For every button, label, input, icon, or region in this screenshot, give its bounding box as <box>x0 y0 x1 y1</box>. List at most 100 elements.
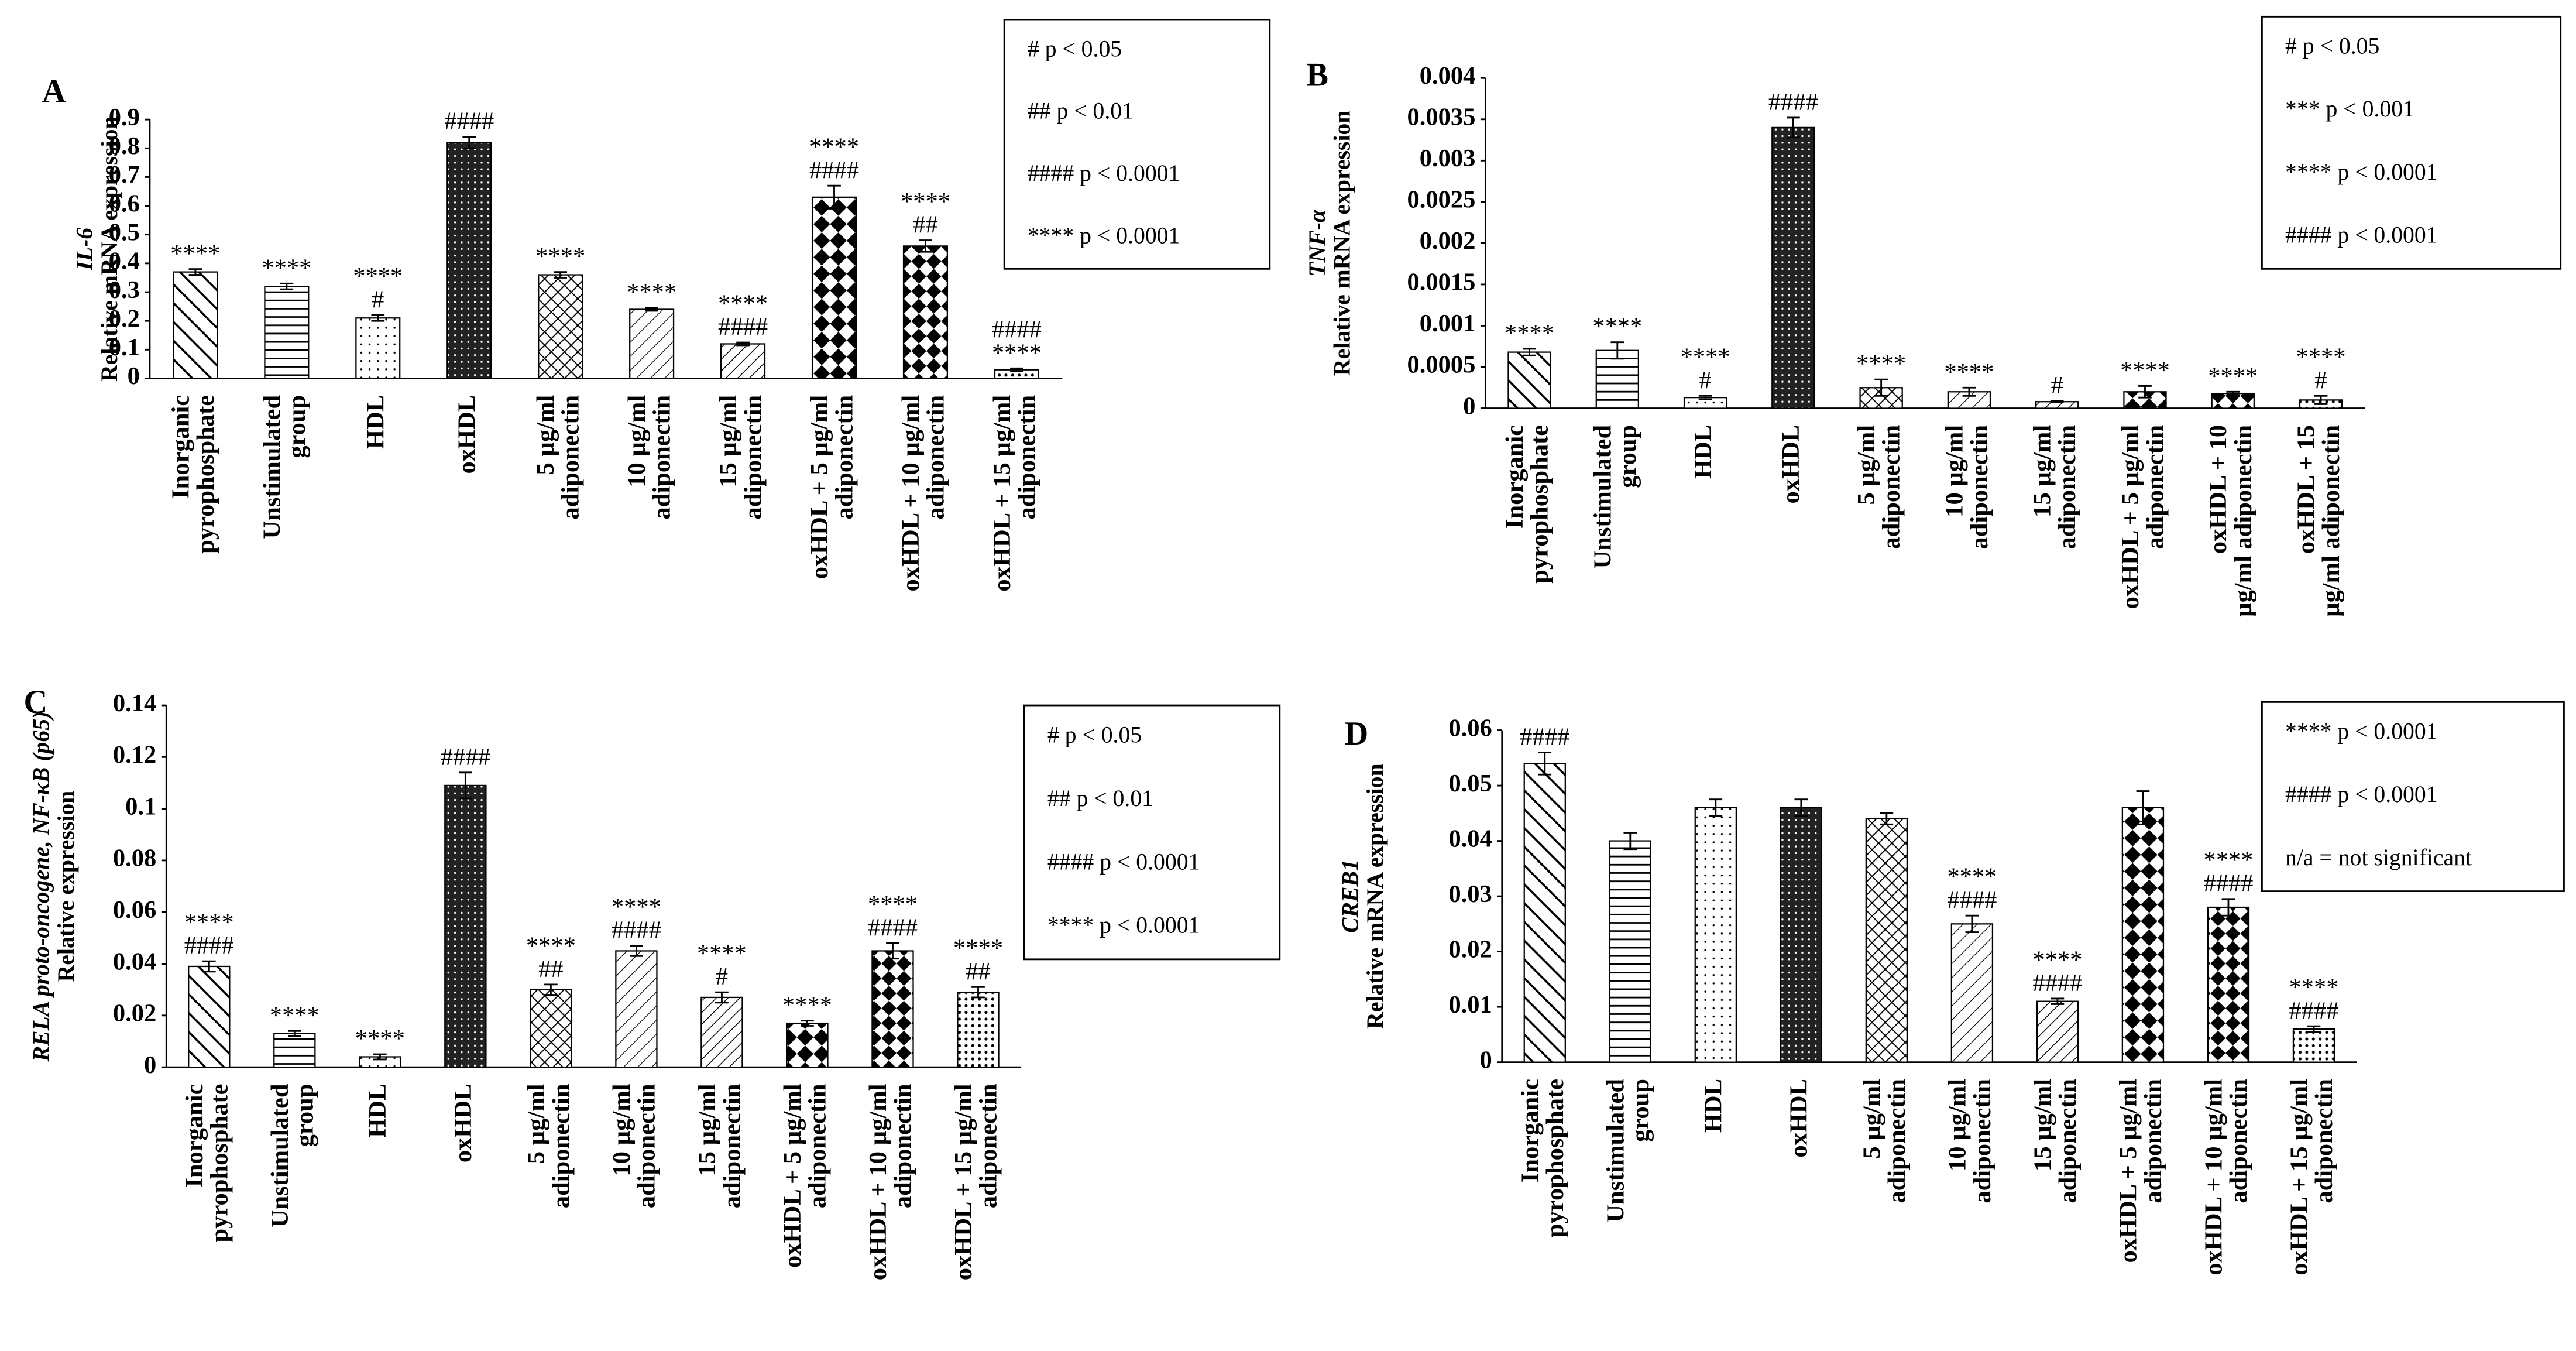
significance-label: #### <box>2032 969 2082 997</box>
x-tick-label: adiponectin <box>2053 425 2081 550</box>
x-tick-label: group <box>1627 1079 1654 1142</box>
x-tick-label: group <box>291 1084 318 1147</box>
y-tick-label: 0.05 <box>1448 770 1492 797</box>
significance-label: **** <box>809 133 859 161</box>
legend-entry: ## p < 0.01 <box>1047 786 1153 811</box>
significance-label: **** <box>2120 357 2170 385</box>
x-tick-label: oxHDL + 5 µg/ml <box>806 395 833 580</box>
x-tick-label: adiponectin <box>718 1084 746 1209</box>
x-tick-label: oxHDL + 10 <box>2204 425 2232 554</box>
x-tick-label: oxHDL + 10 µg/ml <box>897 395 925 592</box>
y-tick-label: 0.2 <box>109 305 140 332</box>
bar <box>2207 906 2250 1063</box>
x-tick-label: µg/ml adiponectin <box>2230 425 2257 617</box>
significance-label: # <box>2051 372 2063 399</box>
y-tick-label: 0.03 <box>1448 880 1492 908</box>
x-tick-label: oxHDL <box>454 395 481 474</box>
y-tick-label: 0 <box>128 362 140 390</box>
significance-label: **** <box>612 893 661 921</box>
x-tick-label: 5 µg/ml <box>532 395 559 475</box>
y-tick-label: 0.02 <box>1448 935 1492 963</box>
significance-label: **** <box>627 279 676 306</box>
significance-label: #### <box>992 316 1042 344</box>
bar <box>700 996 743 1068</box>
panel-label: A <box>42 73 66 110</box>
error-bar <box>1962 386 1976 397</box>
error-bar <box>1874 378 1888 397</box>
y-tick-label: 0.003 <box>1420 145 1476 172</box>
x-tick-label: adiponectin <box>975 1084 1002 1209</box>
x-tick-label: adiponectin <box>547 1084 575 1209</box>
significance-label: #### <box>1947 886 1997 914</box>
legend-entry: #### p < 0.0001 <box>2285 222 2438 248</box>
y-tick-label: 0.0015 <box>1407 269 1475 296</box>
significance-label: #### <box>2289 997 2338 1024</box>
y-tick-label: 0 <box>144 1051 156 1079</box>
error-bar <box>1698 395 1712 400</box>
significance-label: #### <box>2203 870 2253 897</box>
y-tick-label: 0.06 <box>113 896 156 924</box>
x-tick-label: oxHDL <box>449 1084 477 1163</box>
error-bar <box>2307 1025 2321 1033</box>
x-tick-label: HDL <box>364 1084 391 1138</box>
x-tick-label: adiponectin <box>557 395 585 520</box>
x-tick-label: Inorganic <box>1516 1079 1544 1182</box>
significance-label: **** <box>270 1002 320 1029</box>
significance-label: **** <box>2296 344 2346 371</box>
significance-label: #### <box>868 914 918 941</box>
x-tick-label: HDL <box>1700 1079 1727 1133</box>
error-bar <box>2051 997 2065 1005</box>
significance-label: **** <box>535 243 585 270</box>
bar <box>173 271 218 379</box>
x-tick-label: oxHDL + 5 µg/ml <box>2114 1079 2142 1263</box>
x-tick-label: 10 µg/ml <box>1940 425 1968 517</box>
x-tick-label: HDL <box>1689 425 1717 479</box>
error-bar <box>1523 348 1536 356</box>
y-tick-label: 0.001 <box>1420 310 1476 337</box>
significance-label: # <box>2314 366 2327 394</box>
x-tick-label: adiponectin <box>2054 1079 2082 1203</box>
significance-label: **** <box>718 290 768 317</box>
x-tick-label: adiponectin <box>2225 1079 2252 1203</box>
y-tick-label: 0.1 <box>125 793 156 820</box>
significance-label: #### <box>1520 723 1569 750</box>
legend-entry: n/a = not significant <box>2285 845 2472 870</box>
x-tick-label: adiponectin <box>1966 425 1993 550</box>
significance-label: **** <box>868 891 918 918</box>
x-tick-label: adiponectin <box>831 395 858 520</box>
y-tick-label: 0.3 <box>109 276 140 304</box>
bar <box>1523 763 1566 1063</box>
x-tick-label: pyrophosphate <box>1541 1079 1569 1237</box>
y-tick-label: 0 <box>1479 1046 1492 1074</box>
error-bar <box>2138 385 2152 399</box>
bar <box>538 274 583 379</box>
bar <box>786 1022 829 1068</box>
panel-label: B <box>1306 56 1328 93</box>
x-tick-label: 10 µg/ml <box>623 395 651 488</box>
significance-label: #### <box>809 156 859 184</box>
bar <box>811 196 857 379</box>
y-tick-label: 0.6 <box>109 190 140 217</box>
error-bar <box>1787 116 1800 139</box>
significance-label: #### <box>184 932 234 959</box>
y-axis-label: Relative mRNA expression <box>97 116 122 382</box>
y-tick-label: 0.0025 <box>1407 186 1475 214</box>
x-tick-label: 5 µg/ml <box>1858 1079 1885 1159</box>
bar <box>188 965 231 1068</box>
legend-entry: # p < 0.05 <box>1028 36 1122 61</box>
significance-label: **** <box>2032 946 2082 973</box>
bar <box>2036 1000 2079 1063</box>
error-bar <box>202 960 216 973</box>
error-bar <box>2221 898 2235 917</box>
significance-label: **** <box>1681 344 1730 371</box>
error-bar <box>1880 812 1894 825</box>
x-tick-label: Unstimulated <box>258 395 286 539</box>
x-tick-label: oxHDL + 10 µg/ml <box>2200 1079 2227 1275</box>
error-bar <box>1010 367 1023 372</box>
x-tick-label: pyrophosphate <box>1526 425 1554 584</box>
bar <box>444 784 487 1068</box>
y-axis-label: IL-6 <box>71 228 97 271</box>
error-bar <box>544 983 558 996</box>
error-bar <box>971 986 985 999</box>
